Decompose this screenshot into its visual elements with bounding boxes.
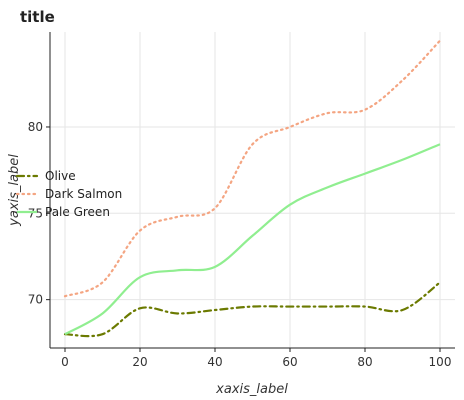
y-tick-label: 70 — [28, 293, 43, 307]
legend-label-olive: Olive — [45, 169, 76, 183]
series-line-olive — [63, 281, 442, 338]
y-tick-label: 80 — [28, 120, 43, 134]
x-tick-label: 60 — [282, 355, 297, 369]
grid-lines — [50, 32, 455, 348]
legend: Olive Dark Salmon Pale Green — [15, 169, 122, 219]
series-line-dark-salmon — [63, 39, 442, 298]
x-axis-label: xaxis_label — [215, 382, 288, 397]
x-tick-label: 100 — [429, 355, 452, 369]
series-line-pale-green — [64, 143, 441, 336]
x-tick-label: 40 — [207, 355, 222, 369]
y-tick-label: 75 — [28, 206, 43, 220]
legend-label-dark-salmon: Dark Salmon — [45, 187, 122, 201]
legend-label-pale-green: Pale Green — [45, 205, 110, 219]
series-lines — [63, 39, 442, 338]
axes — [46, 32, 455, 352]
x-tick-label: 80 — [357, 355, 372, 369]
x-tick-label: 20 — [132, 355, 147, 369]
tick-labels: 70 75 80 0 20 40 60 80 100 — [28, 120, 452, 369]
chart-title: title — [20, 8, 55, 26]
x-tick-label: 0 — [61, 355, 69, 369]
y-axis-label: yaxis_label — [7, 154, 22, 227]
